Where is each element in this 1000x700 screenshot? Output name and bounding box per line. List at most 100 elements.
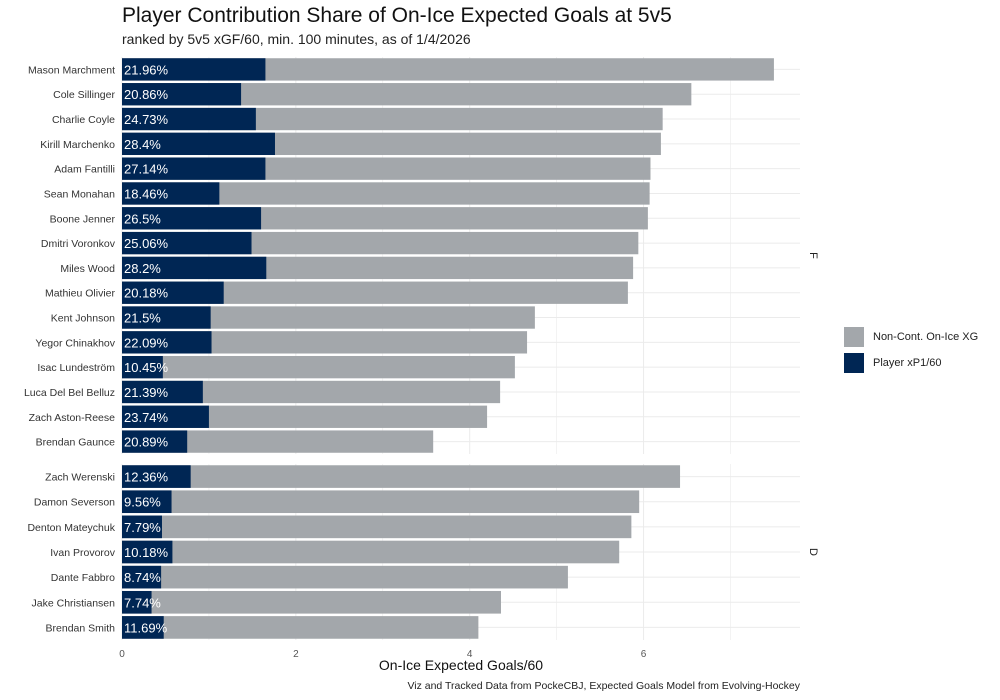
legend: Non-Cont. On-Ice XG Player xP1/60 bbox=[844, 325, 978, 377]
bar-percent-label: 21.96% bbox=[124, 62, 169, 77]
y-tick-label: Yegor Chinakhov bbox=[35, 337, 115, 349]
bar-percent-label: 7.74% bbox=[124, 595, 161, 610]
bar-player bbox=[122, 540, 173, 564]
bar-noncont bbox=[122, 281, 628, 304]
bar-percent-label: 9.56% bbox=[124, 495, 161, 510]
bar-noncont bbox=[122, 355, 515, 379]
bar-player bbox=[122, 590, 152, 614]
bar-percent-label: 20.89% bbox=[124, 435, 169, 450]
bar-percent-label: 7.79% bbox=[124, 520, 161, 535]
y-tick-label: Boone Jenner bbox=[50, 213, 116, 225]
bar-percent-label: 28.4% bbox=[124, 137, 161, 152]
bar-percent-label: 23.74% bbox=[124, 410, 169, 425]
y-tick-label: Mathieu Olivier bbox=[45, 288, 116, 300]
bar-noncont bbox=[122, 590, 501, 614]
x-tick-label: 6 bbox=[641, 649, 647, 660]
bar-percent-label: 11.69% bbox=[124, 620, 168, 635]
y-tick-label: Zach Aston-Reese bbox=[29, 412, 116, 424]
y-tick-label: Dmitri Voronkov bbox=[41, 238, 116, 250]
bar-percent-label: 20.18% bbox=[124, 286, 169, 301]
bar-player bbox=[122, 281, 224, 304]
y-tick-label: Dante Fabbro bbox=[51, 572, 115, 584]
bar-player bbox=[122, 430, 188, 453]
bar-noncont bbox=[122, 306, 535, 329]
bar-player bbox=[122, 565, 162, 589]
y-tick-label: Kent Johnson bbox=[51, 313, 115, 325]
bar-player bbox=[122, 58, 266, 81]
y-tick-label: Brendan Smith bbox=[46, 622, 116, 634]
bar-noncont bbox=[122, 107, 663, 131]
bar-player bbox=[122, 616, 164, 639]
bar-percent-label: 8.74% bbox=[124, 570, 161, 585]
bar-percent-label: 27.14% bbox=[124, 162, 169, 177]
bar-percent-label: 12.36% bbox=[124, 470, 169, 485]
bar-percent-label: 18.46% bbox=[124, 186, 169, 201]
bar-player bbox=[122, 380, 203, 404]
bar-percent-label: 20.86% bbox=[124, 87, 169, 102]
bar-player bbox=[122, 231, 252, 255]
y-tick-label: Brendan Gaunce bbox=[36, 437, 116, 449]
bar-noncont bbox=[122, 405, 488, 428]
x-tick-label: 2 bbox=[293, 649, 299, 660]
y-tick-label: Denton Mateychuk bbox=[27, 522, 115, 534]
legend-label-noncont: Non-Cont. On-Ice XG bbox=[873, 331, 979, 343]
bar-player bbox=[122, 107, 256, 131]
y-tick-label: Adam Fantilli bbox=[54, 164, 115, 176]
y-tick-label: Kirill Marchenko bbox=[40, 139, 115, 151]
y-tick-label: Mason Marchment bbox=[28, 64, 115, 76]
bar-percent-label: 25.06% bbox=[124, 236, 169, 251]
x-tick-label: 4 bbox=[467, 649, 473, 660]
bar-noncont bbox=[122, 465, 681, 488]
bar-percent-label: 10.45% bbox=[124, 360, 169, 375]
bar-player bbox=[122, 83, 242, 106]
bar-player bbox=[122, 207, 262, 230]
y-tick-label: Luca Del Bel Belluz bbox=[24, 387, 115, 399]
bar-player bbox=[122, 157, 266, 180]
legend-item-noncont: Non-Cont. On-Ice XG bbox=[844, 325, 978, 349]
y-tick-label: Charlie Coyle bbox=[52, 114, 115, 126]
bar-noncont bbox=[122, 616, 479, 639]
bar-noncont bbox=[122, 490, 640, 514]
bar-noncont bbox=[122, 565, 568, 589]
bar-noncont bbox=[122, 83, 692, 106]
bar-noncont bbox=[122, 515, 632, 539]
bar-player bbox=[122, 306, 211, 329]
bar-player bbox=[122, 355, 163, 379]
y-tick-label: Zach Werenski bbox=[45, 472, 115, 484]
bar-player bbox=[122, 490, 172, 514]
bar-percent-label: 21.39% bbox=[124, 385, 169, 400]
x-tick-label: 0 bbox=[119, 649, 125, 660]
bar-noncont bbox=[122, 430, 434, 453]
x-axis-label: On-Ice Expected Goals/60 bbox=[378, 657, 544, 673]
chart-title: Player Contribution Share of On-Ice Expe… bbox=[122, 4, 672, 27]
chart-caption: Viz and Tracked Data from PockeCBJ, Expe… bbox=[407, 680, 800, 692]
y-tick-label: Damon Severson bbox=[34, 497, 115, 509]
bar-percent-label: 24.73% bbox=[124, 112, 169, 127]
bar-percent-label: 22.09% bbox=[124, 335, 169, 350]
bar-player bbox=[122, 182, 220, 205]
bar-noncont bbox=[122, 182, 650, 205]
legend-swatch-player bbox=[844, 353, 864, 373]
bar-player bbox=[122, 132, 275, 156]
bar-player bbox=[122, 465, 191, 488]
y-tick-label: Jake Christiansen bbox=[32, 597, 116, 609]
facet-strip-label: D bbox=[807, 548, 819, 556]
bar-player bbox=[122, 256, 267, 280]
bar-noncont bbox=[122, 380, 501, 404]
y-tick-label: Sean Monahan bbox=[44, 188, 115, 200]
legend-swatch-noncont bbox=[844, 327, 864, 347]
bar-noncont bbox=[122, 58, 774, 81]
y-tick-label: Miles Wood bbox=[60, 263, 115, 275]
y-tick-label: Cole Sillinger bbox=[53, 89, 115, 101]
bar-percent-label: 26.5% bbox=[124, 211, 161, 226]
bar-percent-label: 10.18% bbox=[124, 545, 169, 560]
facet-strip-label: F bbox=[807, 252, 819, 259]
y-tick-label: Ivan Provorov bbox=[50, 547, 116, 559]
bar-percent-label: 28.2% bbox=[124, 261, 161, 276]
bar-percent-label: 21.5% bbox=[124, 311, 161, 326]
bar-player bbox=[122, 331, 212, 354]
legend-label-player: Player xP1/60 bbox=[873, 357, 942, 369]
bar-player bbox=[122, 515, 162, 539]
chart-subtitle: ranked by 5v5 xGF/60, min. 100 minutes, … bbox=[122, 31, 471, 47]
